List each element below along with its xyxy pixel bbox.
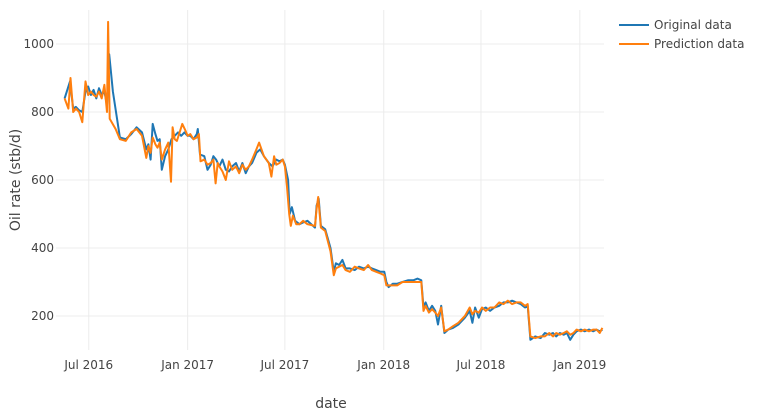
y-axis-ticks: 200 400 600 800 1000	[23, 37, 54, 323]
y-tick-label: 1000	[23, 37, 54, 51]
y-tick-label: 600	[31, 173, 54, 187]
series-line-original[interactable]	[63, 53, 603, 341]
y-tick-label: 400	[31, 241, 54, 255]
legend-label: Original data	[654, 18, 732, 32]
x-tick-label: Jul 2016	[63, 358, 113, 372]
x-tick-label: Jul 2018	[456, 358, 506, 372]
x-tick-label: Jul 2017	[259, 358, 309, 372]
y-axis-title: Oil rate (stb/d)	[8, 129, 24, 231]
legend-item-prediction[interactable]: Prediction data	[619, 37, 744, 51]
x-axis-title: date	[315, 396, 347, 412]
x-axis-ticks: Jul 2016 Jan 2017 Jul 2017 Jan 2018 Jul 2018…	[63, 358, 606, 372]
x-tick-label: Jan 2019	[552, 358, 606, 372]
y-tick-label: 800	[31, 105, 54, 119]
legend-item-original[interactable]: Original data	[619, 18, 732, 32]
gridlines	[56, 10, 604, 350]
legend-label: Prediction data	[654, 37, 744, 51]
x-tick-label: Jan 2018	[356, 358, 410, 372]
series-line-prediction[interactable]	[63, 20, 604, 340]
series-lines	[63, 20, 604, 341]
y-tick-label: 200	[31, 309, 54, 323]
x-tick-label: Jan 2017	[160, 358, 214, 372]
legend[interactable]: Original data Prediction data	[619, 18, 744, 51]
